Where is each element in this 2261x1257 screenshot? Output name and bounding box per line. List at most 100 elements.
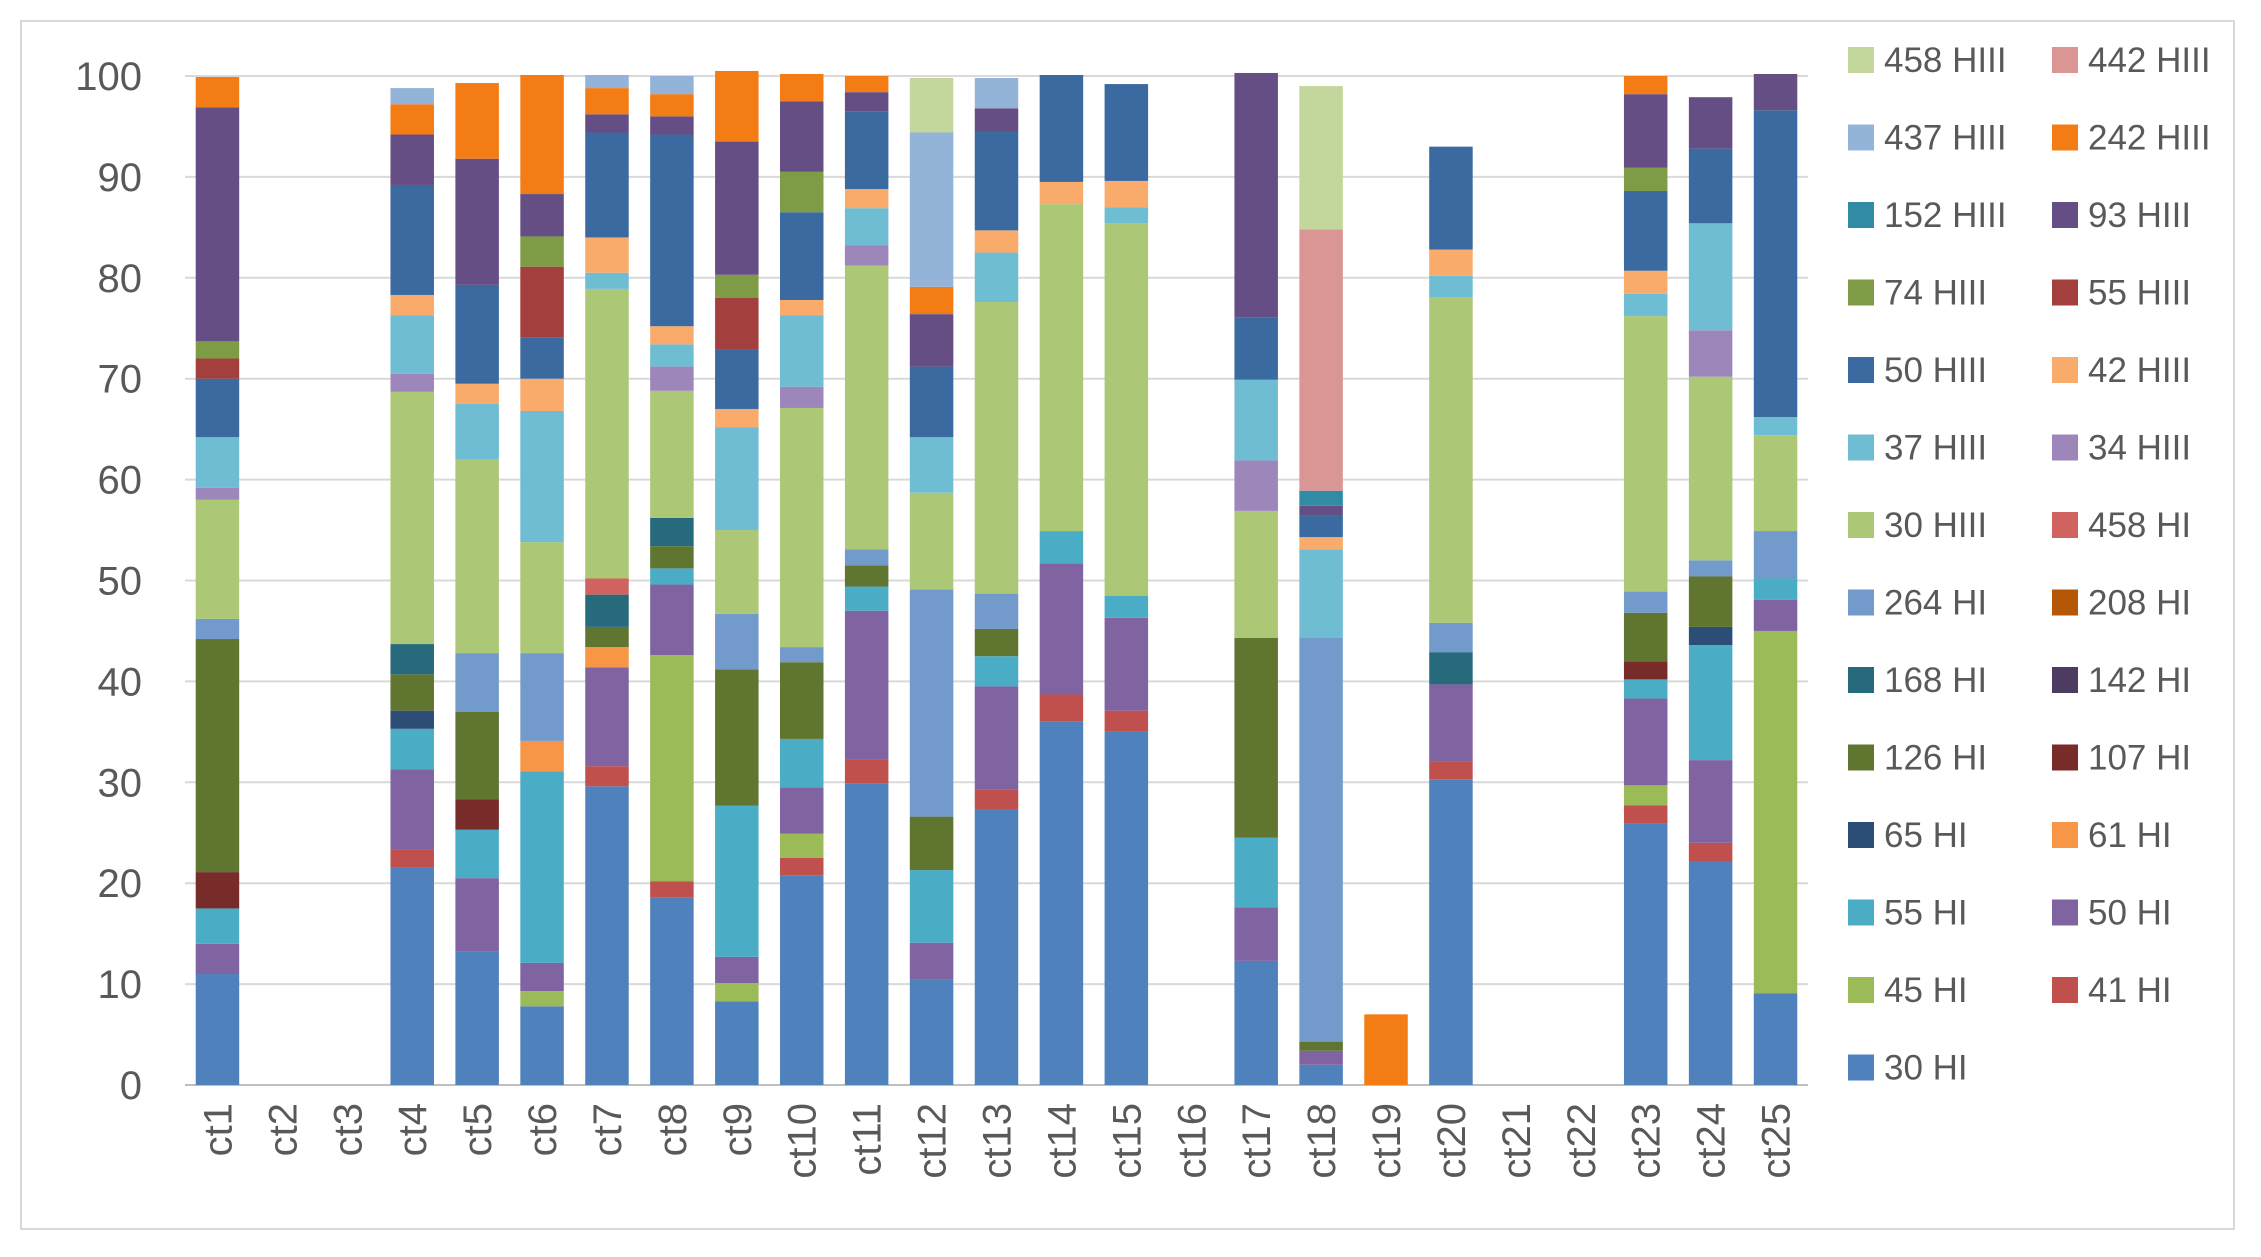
x-tick-label: ct5 (456, 1103, 500, 1156)
legend-label: 264 HI (1884, 584, 1987, 623)
legend-entry: 55 HIII (2052, 274, 2191, 313)
bar-segment-ct11-50-HIII (844, 111, 889, 190)
bar-segment-ct9-50-HIII (715, 349, 759, 409)
y-tick-label: 70 (98, 358, 143, 402)
bar-segment-ct1-107-HI (195, 872, 240, 909)
bar-segment-ct9-30-HIII (715, 530, 759, 614)
bar-segment-ct15-50-HI (1104, 617, 1149, 711)
bar-segment-ct10-42-HIII (779, 299, 824, 316)
bar-segment-ct5-37-HIII (455, 403, 499, 460)
y-tick-label: 0 (120, 1064, 142, 1108)
x-tick-label: ct17 (1235, 1103, 1279, 1179)
legend-label: 242 HIII (2088, 119, 2211, 158)
legend-label: 142 HI (2088, 661, 2191, 700)
bar-segment-ct8-168-HI (650, 517, 694, 547)
bar-segment-ct9-93-HIII (715, 141, 759, 275)
bar-segment-ct8-30-HIII (650, 390, 694, 518)
bar-segment-ct13-126-HI (974, 628, 1019, 657)
bar-segment-ct1-55-HI (195, 908, 240, 944)
legend-entry: 458 HI (2052, 506, 2191, 545)
legend-label: 65 HI (1884, 816, 1968, 855)
bar-segment-ct6-74-HIII (520, 236, 564, 267)
bar-segment-ct9-42-HIII (715, 408, 759, 428)
bar-segment-ct20-41-HI (1429, 761, 1473, 780)
bar-segment-ct20-30-HI (1429, 779, 1473, 1085)
bar-segment-ct24-65-HI (1688, 626, 1733, 646)
legend-label: 42 HIII (2088, 351, 2191, 390)
legend-entry: 45 HI (1848, 971, 1968, 1010)
bar-segment-ct17-50-HIII (1234, 317, 1278, 380)
bar-segment-ct10-264-HI (779, 647, 824, 663)
bar-segment-ct8-50-HI (650, 584, 694, 656)
legend-entry: 458 HIII (1848, 41, 2007, 80)
bar-segment-ct12-458-HIII (909, 78, 954, 133)
legend-label: 208 HI (2088, 584, 2191, 623)
bar-segment-ct9-45-HI (715, 983, 759, 1002)
legend-label: 50 HI (2088, 894, 2172, 933)
legend-entry: 107 HI (2052, 739, 2191, 778)
legend-swatch (2052, 977, 2078, 1003)
bar-segment-ct17-126-HI (1234, 638, 1278, 838)
legend-swatch (1848, 434, 1874, 461)
legend-label: 30 HI (1884, 1049, 1968, 1088)
x-tick-label: ct15 (1105, 1103, 1149, 1179)
bar-segment-ct15-30-HIII (1104, 223, 1149, 596)
bar-segment-ct7-30-HIII (585, 288, 629, 579)
legend-swatch (2052, 899, 2078, 926)
bar-segment-ct20-168-HI (1429, 652, 1473, 685)
legend-swatch (1848, 279, 1874, 306)
bar-segment-ct4-126-HI (390, 674, 434, 711)
x-axis: ct1 ct2 ct3 ct4 ct5 ct6 ct7 ct8 ct9 ct10 ct11 ct12 c… (196, 1103, 1798, 1179)
bar-segment-ct20-30-HIII (1429, 296, 1473, 623)
bar-segment-ct13-93-HIII (974, 108, 1019, 132)
bar-segment-ct12-50-HIII (909, 366, 954, 438)
bar-segment-ct5-30-HIII (455, 459, 499, 654)
bar-segment-ct23-50-HIII (1623, 191, 1668, 271)
bar-segment-ct15-42-HIII (1104, 180, 1149, 208)
bar-segment-ct11-30-HIII (844, 265, 889, 550)
y-tick-label: 60 (98, 459, 143, 503)
bar-segment-ct7-41-HI (585, 766, 629, 787)
x-tick-label: ct2 (261, 1103, 305, 1156)
bar-segment-ct15-50-HIII (1104, 84, 1149, 181)
legend-entry: 437 HIII (1848, 119, 2007, 158)
legend-entry: 50 HI (2052, 894, 2172, 933)
bar-segment-ct20-42-HIII (1429, 249, 1473, 276)
bar-segment-ct12-30-HIII (909, 492, 954, 590)
bar-segment-ct19-242-HIII (1364, 1014, 1408, 1085)
bar-segment-ct12-437-HIII (909, 132, 954, 287)
y-tick-label: 40 (98, 660, 143, 704)
bar-segment-ct10-45-HI (779, 833, 824, 858)
bar-segment-ct18-93-HIII (1299, 505, 1343, 516)
bar-segment-ct6-55-HI (520, 771, 564, 963)
bar-segment-ct25-50-HIII (1753, 110, 1798, 418)
bar-segment-ct1-55-HIII (195, 358, 240, 379)
legend-label: 74 HIII (1884, 274, 1987, 313)
bar-segment-ct24-264-HI (1688, 560, 1733, 577)
bar-segment-ct12-55-HI (909, 870, 954, 943)
bar-segment-ct4-42-HIII (390, 294, 434, 316)
bar-segment-ct4-65-HI (390, 710, 434, 729)
legend-swatch (2052, 124, 2078, 151)
legend-entry: 264 HI (1848, 584, 1987, 623)
bar-segment-ct18-42-HIII (1299, 537, 1343, 550)
legend-entry: 93 HIII (2052, 196, 2191, 235)
y-tick-label: 80 (98, 257, 143, 301)
bar-segment-ct7-50-HIII (585, 132, 629, 238)
bar-segment-ct9-30-HI (715, 1001, 759, 1085)
bar-segment-ct1-50-HI (195, 943, 240, 975)
bar-segment-ct5-50-HI (455, 878, 499, 952)
bar-segment-ct18-50-HIII (1299, 515, 1343, 538)
x-tick-label: ct13 (976, 1103, 1020, 1179)
bar-segment-ct24-93-HIII (1688, 97, 1733, 149)
bar-segment-ct13-50-HIII (974, 131, 1019, 231)
bar-segment-ct8-93-HIII (650, 116, 694, 135)
bar-segment-ct10-34-HIII (779, 386, 824, 408)
x-tick-label: ct8 (651, 1103, 695, 1156)
y-tick-label: 100 (75, 55, 142, 99)
bar-segment-ct1-264-HI (195, 618, 240, 640)
bar-segment-ct18-458-HIII (1299, 86, 1343, 230)
bar-segment-ct14-50-HIII (1039, 74, 1084, 182)
bar-segment-ct25-37-HIII (1753, 417, 1798, 436)
legend-entry: 168 HI (1848, 661, 1987, 700)
